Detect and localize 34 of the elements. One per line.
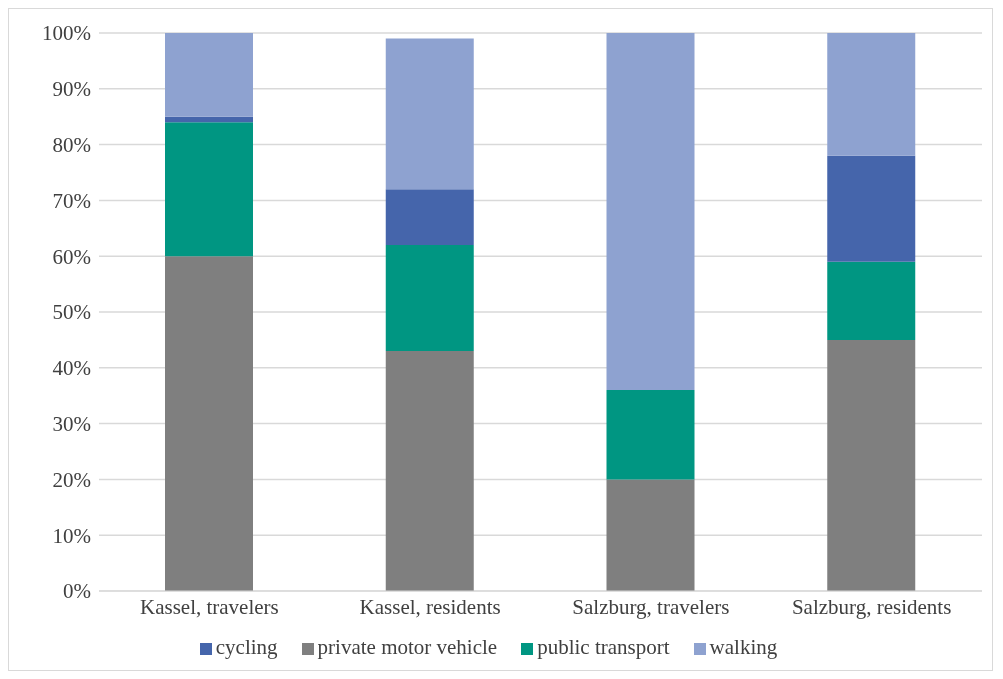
bar: [606, 390, 695, 480]
bar: [827, 155, 916, 262]
bar: [165, 256, 253, 591]
bar: [385, 245, 474, 352]
y-tick-label: 40%: [52, 356, 91, 381]
bar: [606, 33, 695, 391]
bar: [165, 33, 253, 117]
y-tick-label: 10%: [52, 523, 91, 548]
y-tick-label: 50%: [52, 300, 91, 325]
y-tick-label: 0%: [63, 579, 91, 604]
y-tick-label: 30%: [52, 412, 91, 437]
legend-label: cycling: [215, 635, 278, 659]
bar: [385, 189, 474, 246]
bar: [165, 122, 253, 257]
y-tick-label: 60%: [52, 244, 91, 269]
bar: [385, 38, 474, 190]
y-tick-label: 90%: [52, 77, 91, 102]
y-tick-label: 100%: [42, 21, 91, 46]
legend-label: private motor vehicle: [317, 635, 498, 659]
y-tick-label: 20%: [52, 467, 91, 492]
legend-label: walking: [709, 635, 778, 659]
x-tick-label: Kassel, travelers: [139, 594, 279, 619]
bar: [385, 351, 474, 591]
bar: [165, 116, 253, 123]
bar: [827, 339, 916, 591]
bar: [606, 479, 695, 591]
legend-label: public transport: [537, 635, 670, 659]
y-tick-label: 80%: [52, 133, 91, 158]
x-tick-label: Kassel, residents: [359, 594, 501, 619]
x-tick-label: Salzburg, residents: [791, 594, 952, 619]
y-tick-label: 70%: [52, 188, 91, 213]
x-tick-label: Salzburg, travelers: [572, 594, 730, 619]
bar: [827, 33, 916, 156]
bar: [827, 261, 916, 340]
